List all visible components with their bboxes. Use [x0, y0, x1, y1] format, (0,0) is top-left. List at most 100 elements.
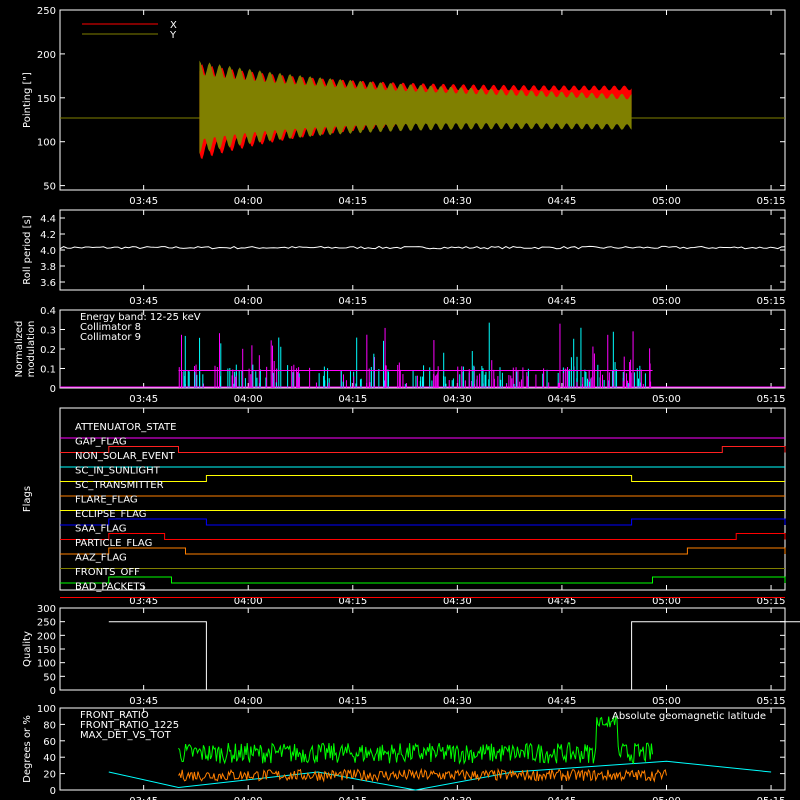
y-axis-label: Degrees or %: [22, 715, 33, 783]
flag-label: SC_IN_SUNLIGHT: [75, 466, 161, 477]
y-tick-label: 0: [50, 686, 56, 697]
flags-series: ATTENUATOR_STATE GAP_FLAG NON_SOLAR_EVENT S…: [60, 422, 786, 598]
y-tick-label: 0.3: [40, 326, 56, 337]
y-tick-label: 0.1: [40, 365, 56, 376]
x-tick-label: 04:00: [234, 196, 263, 207]
legend-label: MAX_DET_VS_TOT: [80, 730, 172, 741]
x-tick-label: 04:45: [548, 196, 577, 207]
x-tick-label: 04:30: [443, 196, 472, 207]
x-tick-label: 04:15: [338, 696, 367, 707]
x-tick-label: 03:45: [129, 296, 158, 307]
x-tick-label: 03:45: [129, 696, 158, 707]
flag-label: PARTICLE_FLAG: [75, 538, 152, 549]
x-tick-label: 04:30: [443, 596, 472, 607]
panel-5: 03:45 04:00 04:15 04:30 04:45 05:00 05:15 0 50 10…: [22, 604, 786, 707]
y-tick-label: 60: [43, 737, 56, 748]
y-tick-label: 3.6: [40, 278, 56, 289]
x-tick-label: 04:15: [338, 296, 367, 307]
plot-frame: [59, 607, 786, 691]
x-tick-label: 04:30: [443, 296, 472, 307]
x-tick-label: 03:45: [129, 196, 158, 207]
y-tick-label: 50: [43, 672, 56, 683]
x-tick-label: 04:45: [548, 796, 577, 800]
y-tick-label: 0: [50, 786, 56, 797]
y-tick-label: 80: [43, 720, 56, 731]
legend-label: FRONT_RATIO: [80, 710, 149, 721]
x-tick-label: 05:15: [757, 796, 786, 800]
y-axis-label: Quality: [22, 631, 33, 667]
legend-label: Collimator 9: [80, 332, 141, 343]
flag-label: SC_TRANSMITTER: [75, 480, 164, 491]
legend-label: X: [170, 20, 177, 31]
y-tick-label: 100: [37, 704, 56, 715]
y-tick-label: 20: [43, 770, 56, 781]
y-tick-label: 4.0: [40, 246, 56, 257]
y-tick-label: 0.2: [40, 345, 56, 356]
flag-label: ECLIPSE_FLAG: [75, 509, 146, 520]
x-tick-label: 04:00: [234, 696, 263, 707]
x-tick-label: 04:00: [234, 394, 263, 405]
y-axis-label: Roll period [s]: [22, 215, 33, 284]
quality-line: [108, 621, 800, 691]
modulation-series: [60, 322, 785, 388]
plot-frame: [59, 407, 786, 591]
front-ratio-1225-line: [178, 714, 653, 765]
x-tick-label: 05:00: [652, 796, 681, 800]
panel-1: 03:45 04:00 04:15 04:30 04:45 05:00 05:15 50 100…: [22, 6, 786, 207]
flag-label: FLARE_FLAG: [75, 495, 138, 506]
panel-4: 03:45 04:00 04:15 04:30 04:45 05:00 05:15 Flags: [22, 407, 786, 607]
flag-label: SAA_FLAG: [75, 524, 126, 535]
y-axis-label: modulation: [26, 321, 37, 378]
series-y-band: [199, 60, 632, 154]
y-tick-label: 250: [37, 618, 56, 629]
x-tick-label: 04:45: [548, 394, 577, 405]
flag-line: [60, 518, 786, 526]
x-tick-label: 04:00: [234, 596, 263, 607]
y-tick-label: 4.4: [40, 214, 56, 225]
x-tick-label: 04:45: [548, 596, 577, 607]
x-tick-label: 04:30: [443, 394, 472, 405]
x-tick-label: 03:45: [129, 394, 158, 405]
x-tick-label: 03:45: [129, 596, 158, 607]
annotation-label: Absolute geomagnetic latitude: [612, 711, 766, 722]
x-tick-label: 05:00: [652, 196, 681, 207]
latitude-line: [108, 760, 772, 791]
y-tick-label: 50: [43, 182, 56, 193]
y-tick-label: 40: [43, 753, 56, 764]
x-tick-label: 05:15: [757, 596, 786, 607]
legend-label: Energy band: 12-25 keV: [80, 312, 201, 323]
y-tick-label: 300: [37, 604, 56, 615]
x-tick-label: 04:15: [338, 394, 367, 405]
x-tick-label: 05:15: [757, 696, 786, 707]
flag-label: FRONTS_OFF: [75, 567, 140, 578]
y-tick-label: 0: [50, 384, 56, 395]
x-tick-label: 04:00: [234, 796, 263, 800]
x-tick-label: 05:15: [757, 394, 786, 405]
roll-period-line: [59, 245, 786, 250]
panel-2: 03:45 04:00 04:15 04:30 04:45 05:00 05:15 3.6 3.…: [22, 209, 786, 307]
x-tick-label: 05:00: [652, 296, 681, 307]
flag-label: AAZ_FLAG: [75, 553, 127, 564]
flag-line: [60, 446, 786, 453]
x-tick-label: 04:15: [338, 596, 367, 607]
y-tick-label: 100: [37, 659, 56, 670]
plot-frame: [59, 9, 786, 191]
x-tick-label: 04:45: [548, 696, 577, 707]
y-tick-label: 100: [37, 138, 56, 149]
flag-line: [60, 475, 785, 482]
x-tick-label: 05:00: [652, 394, 681, 405]
y-tick-label: 250: [37, 6, 56, 17]
x-tick-label: 04:30: [443, 796, 472, 800]
y-tick-label: 200: [37, 50, 56, 61]
y-axis-label: Normalized: [14, 321, 25, 378]
flag-label: BAD_PACKETS: [75, 582, 146, 593]
x-tick-label: 04:15: [338, 196, 367, 207]
flag-label: NON_SOLAR_EVENT: [75, 451, 176, 462]
x-tick-label: 05:00: [652, 696, 681, 707]
plot-frame: [59, 707, 786, 791]
y-axis-label: Flags: [22, 486, 33, 512]
y-tick-label: 150: [37, 94, 56, 105]
flag-line: [60, 547, 786, 555]
y-tick-label: 3.8: [40, 262, 56, 273]
